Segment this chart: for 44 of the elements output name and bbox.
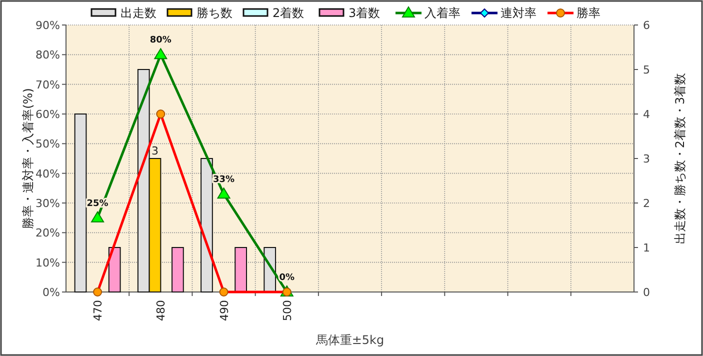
y-tick-label: 70% <box>36 78 60 92</box>
data-label: 80% <box>150 36 172 46</box>
bar <box>234 247 247 292</box>
y-tick-label: 40% <box>36 167 60 180</box>
y2-tick-label: 6 <box>643 19 650 32</box>
data-label: 3 <box>151 144 158 158</box>
y2-tick-label: 0 <box>643 286 650 299</box>
y-tick-label: 60% <box>36 108 60 121</box>
y-tick-label: 50% <box>36 138 60 151</box>
x-axis-title: 馬体重±5kg <box>314 333 384 347</box>
bar <box>108 247 121 292</box>
y-tick-label: 80% <box>36 48 60 62</box>
x-tick-label: 500 <box>280 300 294 321</box>
data-label: 0% <box>279 273 295 283</box>
legend-label: 入着率 <box>424 6 460 20</box>
x-tick-label: 480 <box>154 300 168 321</box>
bar <box>74 114 87 292</box>
勝ち数: 3 <box>148 144 162 292</box>
y2-tick-label: 1 <box>643 242 650 254</box>
legend-label: 3着数 <box>348 6 380 20</box>
y-tick-label: 10% <box>36 256 60 270</box>
point <box>217 188 230 199</box>
point <box>91 211 104 222</box>
bar <box>200 158 213 292</box>
y2-tick-label: 2 <box>643 197 650 210</box>
x-tick-label: 490 <box>218 300 231 321</box>
point <box>154 48 168 60</box>
legend-label: 勝率 <box>576 6 600 20</box>
bar <box>172 247 184 292</box>
legend-label: 出走数 <box>120 6 156 20</box>
y-tick-label: 30% <box>36 197 60 210</box>
x-tick-label: 470 <box>92 300 105 321</box>
y-tick-label: 20% <box>36 226 60 240</box>
legend-label: 連対率 <box>500 6 536 20</box>
y-axis-title: 勝率・連対率・入着率(%) <box>21 88 35 229</box>
legend-label: 2着数 <box>272 6 304 20</box>
legend-label: 勝ち数 <box>196 6 232 20</box>
bar <box>137 69 150 292</box>
y-tick-label: 90% <box>36 19 60 32</box>
y2-tick-label: 3 <box>643 152 650 166</box>
y2-tick-label: 4 <box>643 108 650 121</box>
y-tick-label: 0% <box>42 286 60 299</box>
y2-axis-title: 出走数・勝ち数・2着数・3着数 <box>673 72 687 244</box>
y2-tick-label: 5 <box>643 64 650 76</box>
